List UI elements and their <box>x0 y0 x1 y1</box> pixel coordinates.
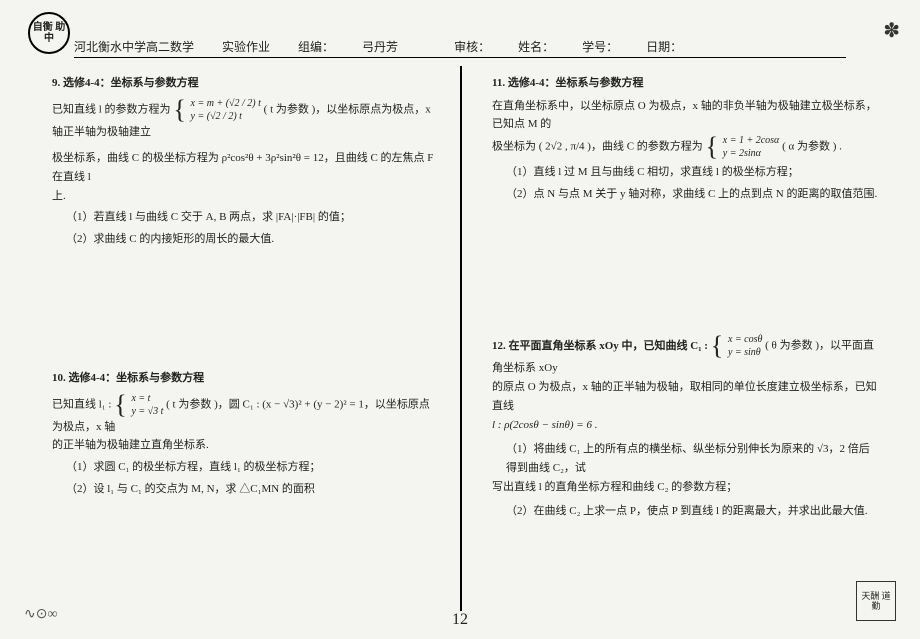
problem-12: 12. 在平面直角坐标系 xOy 中，已知曲线 C₁ : { x = cosθ … <box>492 333 878 521</box>
flourish-bottom-left: ∿⊙∞ <box>24 606 57 623</box>
p10-q1: （1）求圆 C₁ 的极坐标方程，直线 l₁ 的极坐标方程； <box>52 458 438 477</box>
p9-q1: （1）若直线 l 与曲线 C 交于 A, B 两点，求 |FA|·|FB| 的值… <box>52 208 438 227</box>
page-number: 12 <box>452 611 468 629</box>
p12-line2: 的原点 O 为极点，x 轴的正半轴为极轴，取相同的单位长度建立极坐标系，已知直线 <box>492 378 878 415</box>
header-school: 河北衡水中学高二数学 <box>74 38 194 55</box>
p9-q2: （2）求曲线 C 的内接矩形的周长的最大值. <box>52 230 438 249</box>
p12-q1b: 写出直线 l 的直角坐标方程和曲线 C₂ 的参数方程； <box>492 478 878 497</box>
p10-title: 10. 选修4-4：坐标系与参数方程 <box>52 369 438 388</box>
p11-q2: （2）点 N 与点 M 关于 y 轴对称，求曲线 C 上的点到点 N 的距离的取… <box>492 185 878 204</box>
p9-line3: 上. <box>52 187 438 206</box>
p11-line2: 极坐标为 ( 2√2 , π/4 )，曲线 C 的参数方程为 { x = 1 +… <box>492 134 878 160</box>
stamp-right-text: 天酬 道勤 <box>857 591 895 611</box>
stamp-right-seal: 天酬 道勤 <box>856 581 896 621</box>
p10-line1: 已知直线 l₁ : { x = t y = √3 t ( t 为参数 )，圆 C… <box>52 392 438 437</box>
header-type: 实验作业 <box>222 38 270 55</box>
p9-title: 9. 选修4-4：坐标系与参数方程 <box>52 74 438 93</box>
header-id: 学号： <box>582 38 618 55</box>
p11-line1: 在直角坐标系中，以坐标原点 O 为极点，x 轴的非负半轴为极轴建立极坐标系，已知… <box>492 97 878 134</box>
p12-q1a: （1）将曲线 C₁ 上的所有点的横坐标、纵坐标分别伸长为原来的 √3，2 倍后得… <box>492 440 878 477</box>
problem-10: 10. 选修4-4：坐标系与参数方程 已知直线 l₁ : { x = t y =… <box>52 369 438 498</box>
right-column: 11. 选修4-4：坐标系与参数方程 在直角坐标系中，以坐标原点 O 为极点，x… <box>480 70 890 601</box>
stamp-left-text: 自衡 助中 <box>30 22 68 44</box>
flourish-top-right: ✽ <box>883 18 900 43</box>
header-bar: 河北衡水中学高二数学 实验作业 组编：弓丹芳 审核： 姓名： 学号： 日期： <box>74 40 846 58</box>
problem-11: 11. 选修4-4：坐标系与参数方程 在直角坐标系中，以坐标原点 O 为极点，x… <box>492 74 878 203</box>
header-review: 审核： <box>454 38 490 55</box>
p12-line3: l : ρ(2cosθ − sinθ) = 6 . <box>492 416 878 435</box>
p11-title: 11. 选修4-4：坐标系与参数方程 <box>492 74 878 93</box>
p9-line2: 极坐标系，曲线 C 的极坐标方程为 ρ²cos²θ + 3ρ²sin²θ = 1… <box>52 149 438 186</box>
p11-q1: （1）直线 l 过 M 且与曲线 C 相切，求直线 l 的极坐标方程； <box>492 163 878 182</box>
p9-line1: 已知直线 l 的参数方程为 { x = m + (√2 / 2) t y = (… <box>52 97 438 142</box>
p10-q2: （2）设 l₁ 与 C₁ 的交点为 M, N，求 △C₁MN 的面积 <box>52 480 438 499</box>
brace-icon: { <box>114 392 126 418</box>
p12-line1: 12. 在平面直角坐标系 xOy 中，已知曲线 C₁ : { x = cosθ … <box>492 333 878 378</box>
brace-icon: { <box>711 333 723 359</box>
problem-9: 9. 选修4-4：坐标系与参数方程 已知直线 l 的参数方程为 { x = m … <box>52 74 438 249</box>
header-name: 姓名： <box>518 38 554 55</box>
brace-icon: { <box>173 97 185 123</box>
worksheet-page: 自衡 助中 ✽ 河北衡水中学高二数学 实验作业 组编：弓丹芳 审核： 姓名： 学… <box>20 8 900 631</box>
left-column: 9. 选修4-4：坐标系与参数方程 已知直线 l 的参数方程为 { x = m … <box>40 70 450 601</box>
stamp-left-seal: 自衡 助中 <box>28 12 70 54</box>
center-divider <box>460 66 462 611</box>
p12-q2: （2）在曲线 C₂ 上求一点 P，使点 P 到直线 l 的距离最大，并求出此最大… <box>492 502 878 521</box>
brace-icon: { <box>706 134 718 160</box>
header-date: 日期： <box>646 38 682 55</box>
p10-line2: 的正半轴为极轴建立直角坐标系. <box>52 436 438 455</box>
header-editor: 组编：弓丹芳 <box>298 38 426 55</box>
